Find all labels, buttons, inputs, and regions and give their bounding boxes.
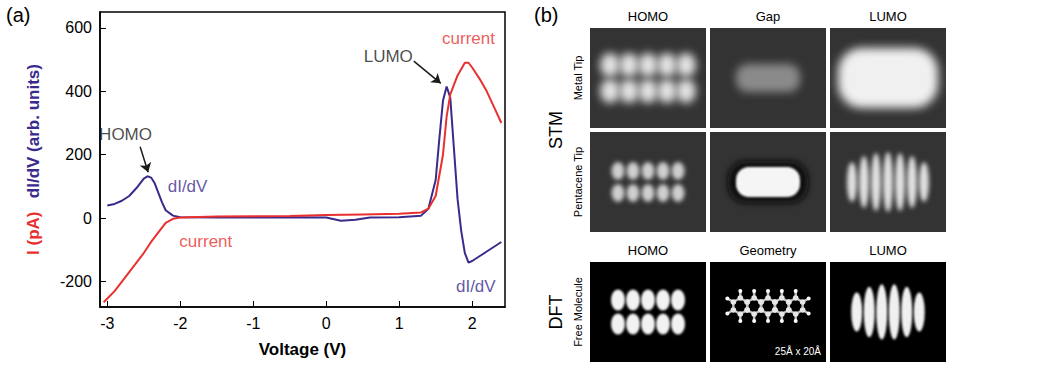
html-text:(a): (a) xyxy=(6,4,31,26)
svg-text:LUMO: LUMO xyxy=(364,47,413,66)
svg-text:600: 600 xyxy=(65,19,92,36)
svg-text:LUMO: LUMO xyxy=(869,243,907,258)
svg-text:Pentacene Tip: Pentacene Tip xyxy=(572,147,584,217)
svg-text:200: 200 xyxy=(65,146,92,163)
svg-text:dI/dV: dI/dV xyxy=(456,277,496,296)
svg-text:Metal Tip: Metal Tip xyxy=(572,56,584,101)
svg-text:25Å x 20Å: 25Å x 20Å xyxy=(775,345,821,357)
svg-text:400: 400 xyxy=(65,83,92,100)
svg-text:current: current xyxy=(179,232,232,251)
svg-text:-2: -2 xyxy=(173,315,187,332)
svg-text:-200: -200 xyxy=(60,273,92,290)
svg-text:2: 2 xyxy=(468,315,477,332)
svg-text:HOMO: HOMO xyxy=(99,125,152,144)
svg-text:(b): (b) xyxy=(534,4,558,26)
svg-text:I (pA): I (pA) xyxy=(24,212,43,255)
svg-text:dI/dV (arb. units): dI/dV (arb. units) xyxy=(24,64,43,198)
svg-text:Gap: Gap xyxy=(756,9,781,24)
svg-text:-1: -1 xyxy=(246,315,260,332)
svg-text:0: 0 xyxy=(322,315,331,332)
svg-text:Free Molecule: Free Molecule xyxy=(572,277,584,347)
svg-text:Geometry: Geometry xyxy=(739,243,797,258)
svg-text:DFT: DFT xyxy=(546,295,566,330)
svg-text:0: 0 xyxy=(83,210,92,227)
svg-text:current: current xyxy=(442,29,495,48)
svg-text:LUMO: LUMO xyxy=(869,9,907,24)
svg-text:Voltage (V): Voltage (V) xyxy=(259,340,347,359)
svg-text:HOMO: HOMO xyxy=(628,9,668,24)
svg-text:HOMO: HOMO xyxy=(628,243,668,258)
svg-text:-3: -3 xyxy=(100,315,114,332)
svg-text:STM: STM xyxy=(546,111,566,149)
svg-text:1: 1 xyxy=(395,315,404,332)
svg-text:dI/dV: dI/dV xyxy=(168,177,208,196)
